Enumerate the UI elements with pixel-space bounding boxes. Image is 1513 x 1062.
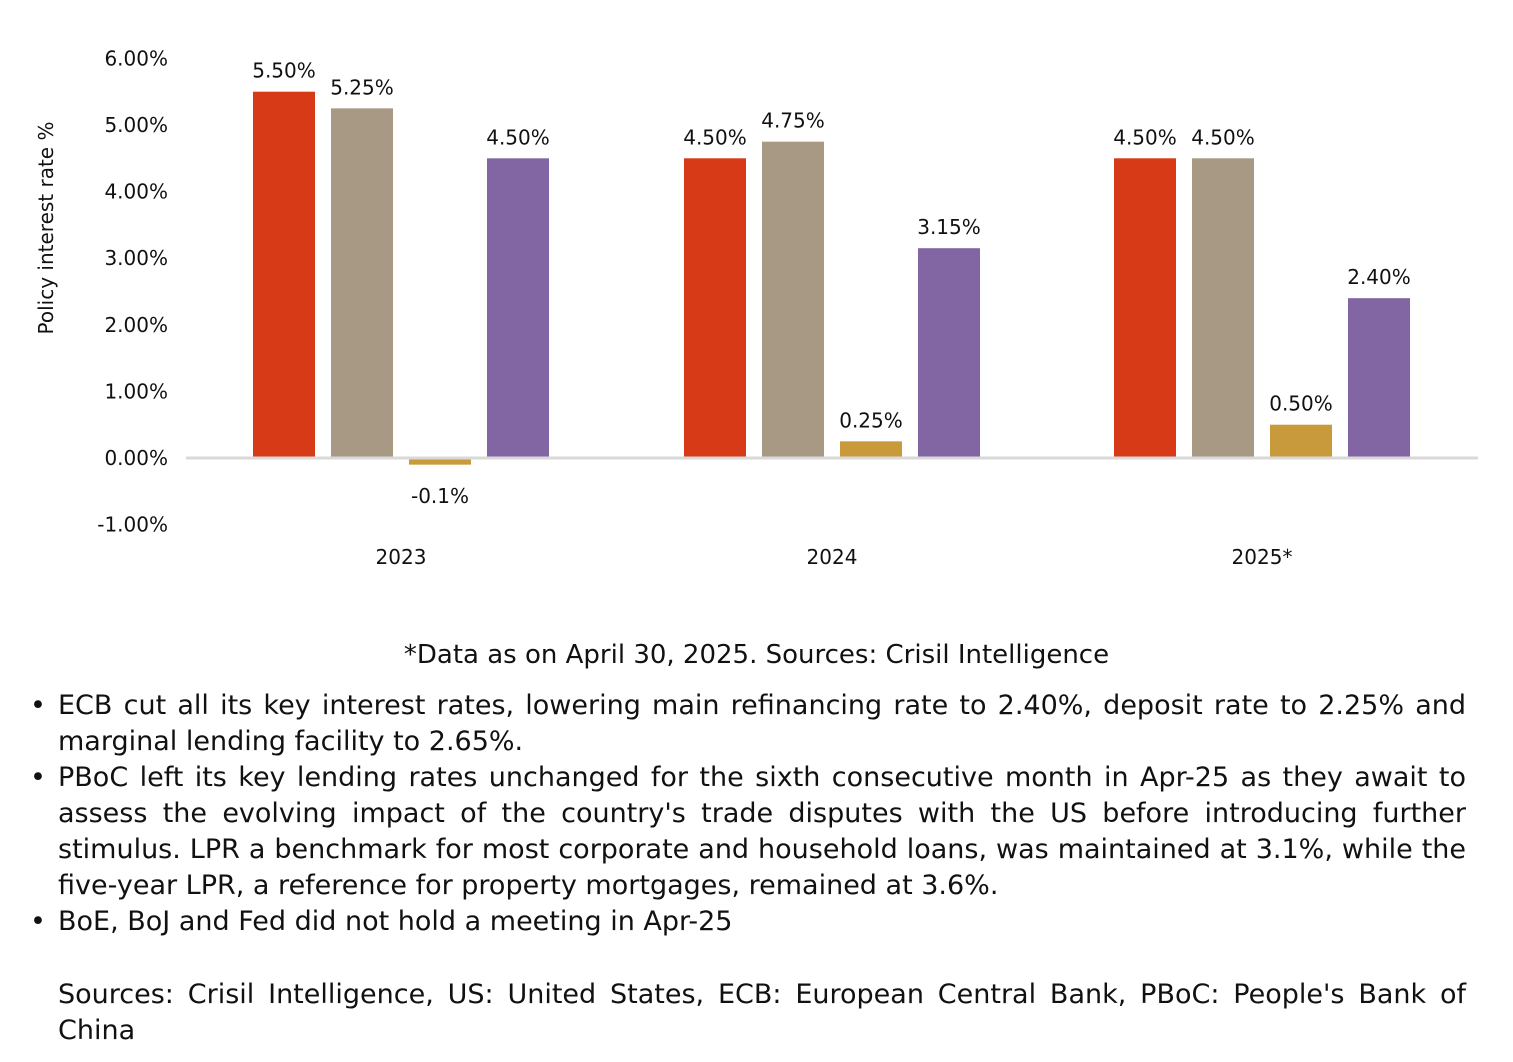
- y-tick-label: 0.00%: [104, 446, 168, 470]
- bullet-text: BoE, BoJ and Fed did not hold a meeting …: [58, 906, 733, 937]
- y-tick-label: 6.00%: [104, 46, 168, 70]
- bar: [762, 141, 824, 458]
- bar-value-label: 5.25%: [330, 75, 394, 99]
- y-tick-label: 5.00%: [104, 113, 168, 137]
- y-tick-label: 4.00%: [104, 180, 168, 204]
- bars: [253, 91, 1410, 465]
- x-tick-label: 2024: [807, 545, 858, 569]
- bullet-text: PBoC left its key lending rates unchange…: [58, 762, 1466, 901]
- bar: [1270, 424, 1332, 458]
- bar-value-label: 0.25%: [839, 408, 903, 432]
- y-tick-label: 2.00%: [104, 313, 168, 337]
- commentary-list: • ECB cut all its key interest rates, lo…: [26, 688, 1466, 940]
- bar: [684, 158, 746, 459]
- data-footnote: *Data as on April 30, 2025. Sources: Cri…: [403, 640, 1110, 670]
- bar: [253, 91, 315, 458]
- bar-value-labels: 5.50% 4.50% 4.50% 5.25% 4.75% 4.50% -0.1% 0.25%…: [252, 59, 1411, 508]
- bar-value-label: 4.50%: [486, 125, 550, 149]
- bar: [918, 248, 980, 458]
- bar: [1192, 158, 1254, 459]
- bar-chart: Policy interest rate % 6.00% 5.00% 4.00% 3.…: [34, 46, 1478, 569]
- bar: [331, 108, 393, 458]
- bar-value-label: 4.75%: [761, 109, 825, 133]
- bar-value-label: -0.1%: [411, 484, 469, 508]
- bullet-boe-boj-fed: • BoE, BoJ and Fed did not hold a meetin…: [26, 904, 1466, 940]
- y-tick-label: 1.00%: [104, 379, 168, 403]
- bar: [1114, 158, 1176, 459]
- bullet-marker: •: [30, 762, 46, 793]
- bar: [1348, 298, 1410, 458]
- bullet-pboc: • PBoC left its key lending rates unchan…: [26, 760, 1466, 904]
- bar-value-label: 2.40%: [1347, 265, 1411, 289]
- bar: [487, 158, 549, 459]
- x-axis-ticks: 2023 2024 2025*: [376, 545, 1293, 569]
- bullet-marker: •: [30, 690, 46, 721]
- sources-note: Sources: Crisil Intelligence, US: United…: [58, 979, 1466, 1046]
- bullet-marker: •: [30, 906, 46, 937]
- bar: [409, 458, 471, 465]
- bullet-ecb: • ECB cut all its key interest rates, lo…: [26, 688, 1466, 760]
- x-tick-label: 2023: [376, 545, 427, 569]
- y-axis-ticks: 6.00% 5.00% 4.00% 3.00% 2.00% 1.00% 0.00% -1.00…: [97, 46, 168, 536]
- bar-value-label: 5.50%: [252, 59, 316, 83]
- bar: [840, 441, 902, 458]
- bar-value-label: 0.50%: [1269, 392, 1333, 416]
- bar-value-label: 4.50%: [683, 125, 747, 149]
- y-tick-label: -1.00%: [97, 513, 168, 537]
- y-axis-label: Policy interest rate %: [34, 122, 58, 335]
- bar-value-label: 3.15%: [917, 215, 981, 239]
- y-tick-label: 3.00%: [104, 246, 168, 270]
- bar-value-label: 4.50%: [1113, 125, 1177, 149]
- x-tick-label: 2025*: [1232, 545, 1293, 569]
- bullet-text: ECB cut all its key interest rates, lowe…: [58, 690, 1466, 757]
- bar-value-label: 4.50%: [1191, 125, 1255, 149]
